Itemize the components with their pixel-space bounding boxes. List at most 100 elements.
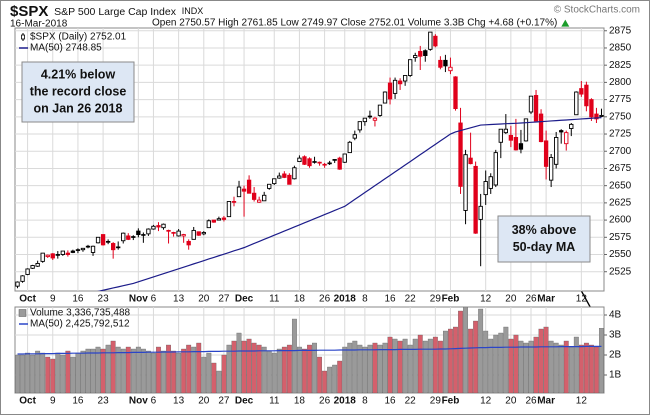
candle-body <box>116 246 121 249</box>
annotation-text: 50-day MA <box>513 240 576 254</box>
volume-bar <box>206 352 212 393</box>
volume-bar <box>337 360 343 393</box>
candle-body <box>111 243 116 251</box>
x-tick-label: Feb <box>442 396 460 407</box>
volume-bar <box>463 307 468 393</box>
volume-bar <box>523 342 529 393</box>
x-tick-label: 9 <box>50 396 56 407</box>
x-tick-label: 2018 <box>334 294 357 305</box>
x-tick-label: 26 <box>319 396 331 407</box>
x-tick-label: 9 <box>50 294 56 305</box>
candle-body <box>15 281 20 287</box>
volume-bar <box>553 342 559 393</box>
volume-bar <box>599 328 604 393</box>
volume-bar <box>367 344 373 393</box>
candle-body <box>241 188 247 192</box>
candle-body <box>277 175 282 179</box>
candle-body <box>508 134 514 141</box>
candle-body <box>65 252 71 255</box>
x-tick-label: 11 <box>269 396 280 407</box>
volume-bar <box>191 346 197 393</box>
volume-bar <box>151 352 156 393</box>
candle-body <box>196 231 201 236</box>
x-tick-label: 8 <box>362 294 368 305</box>
volume-bar <box>372 342 378 393</box>
candle-body <box>221 217 227 220</box>
volume-bar <box>377 344 383 393</box>
candle-body <box>538 113 544 143</box>
candle-body <box>392 79 398 94</box>
candle-body <box>146 228 151 235</box>
volume-bar <box>297 346 302 393</box>
x-tick-label: 13 <box>173 294 185 305</box>
volume-bar <box>135 346 141 393</box>
volume-bar <box>332 364 338 393</box>
volume-bar <box>216 370 222 393</box>
volume-bar <box>105 344 111 393</box>
volume-bar <box>432 336 438 393</box>
y-tick-label: 2875 <box>609 25 632 36</box>
legend-label: $SPX (Daily) 2752.01 <box>30 32 127 43</box>
volume-bar <box>211 362 217 393</box>
candle-body <box>498 128 503 143</box>
candle-body <box>206 220 211 229</box>
volume-bar <box>437 340 443 393</box>
candle-body <box>559 130 564 133</box>
volume-bar <box>453 326 458 393</box>
volume-bar <box>201 356 207 393</box>
volume-bar <box>473 320 479 393</box>
volume-bar <box>488 338 494 393</box>
x-tick-label: 18 <box>294 294 306 305</box>
volume-bar <box>342 346 348 393</box>
x-tick-label: 18 <box>294 396 306 407</box>
candle-body <box>488 176 493 189</box>
x-tick-label: 26 <box>525 294 537 305</box>
candle-body <box>548 156 554 181</box>
candle-body <box>201 232 206 235</box>
volume-bar <box>443 330 448 393</box>
x-tick-label: Nov <box>129 396 148 407</box>
volume-bar <box>166 344 171 393</box>
legend-icon <box>21 34 25 40</box>
volume-bar <box>594 346 599 393</box>
volume-bar <box>40 352 46 393</box>
exchange: INDX <box>182 6 204 16</box>
candle-body <box>503 128 508 134</box>
candle-body <box>262 194 267 202</box>
x-tick-label: 2018 <box>334 396 357 407</box>
candle-body <box>231 201 237 203</box>
volume-bar <box>115 346 121 393</box>
candle-body <box>50 253 55 259</box>
candle-body <box>186 240 191 246</box>
plot-layer <box>15 28 604 291</box>
volume-bar <box>236 332 242 393</box>
volume-bar <box>513 334 519 393</box>
volume-bar <box>25 352 31 393</box>
volume-bar <box>327 366 333 393</box>
candle-body <box>584 84 589 107</box>
volume-bar <box>271 352 277 393</box>
candle-body <box>282 173 287 178</box>
candle-body <box>216 218 222 221</box>
y-tick-label: 2650 <box>609 180 632 191</box>
volume-bar <box>307 344 312 393</box>
x-tick-label: 26 <box>525 396 537 407</box>
volume-bar <box>357 344 363 393</box>
candle-body <box>307 158 312 167</box>
volume-bar <box>140 348 146 393</box>
volume-bar <box>50 358 56 393</box>
candle-body <box>302 156 307 165</box>
x-tick-label: 6 <box>151 294 157 305</box>
candle-body <box>428 31 433 50</box>
candle-body <box>292 167 297 180</box>
candle-body <box>352 134 357 139</box>
volume-bar <box>30 354 36 393</box>
volume-bar <box>312 342 317 393</box>
x-tick-label: 27 <box>218 396 230 407</box>
candle-body <box>80 247 86 251</box>
x-tick-label: Nov <box>129 294 148 305</box>
candle-body <box>332 159 337 161</box>
candle-body <box>367 115 373 118</box>
x-tick-label: Mar <box>537 396 555 407</box>
candle-body <box>418 50 423 57</box>
